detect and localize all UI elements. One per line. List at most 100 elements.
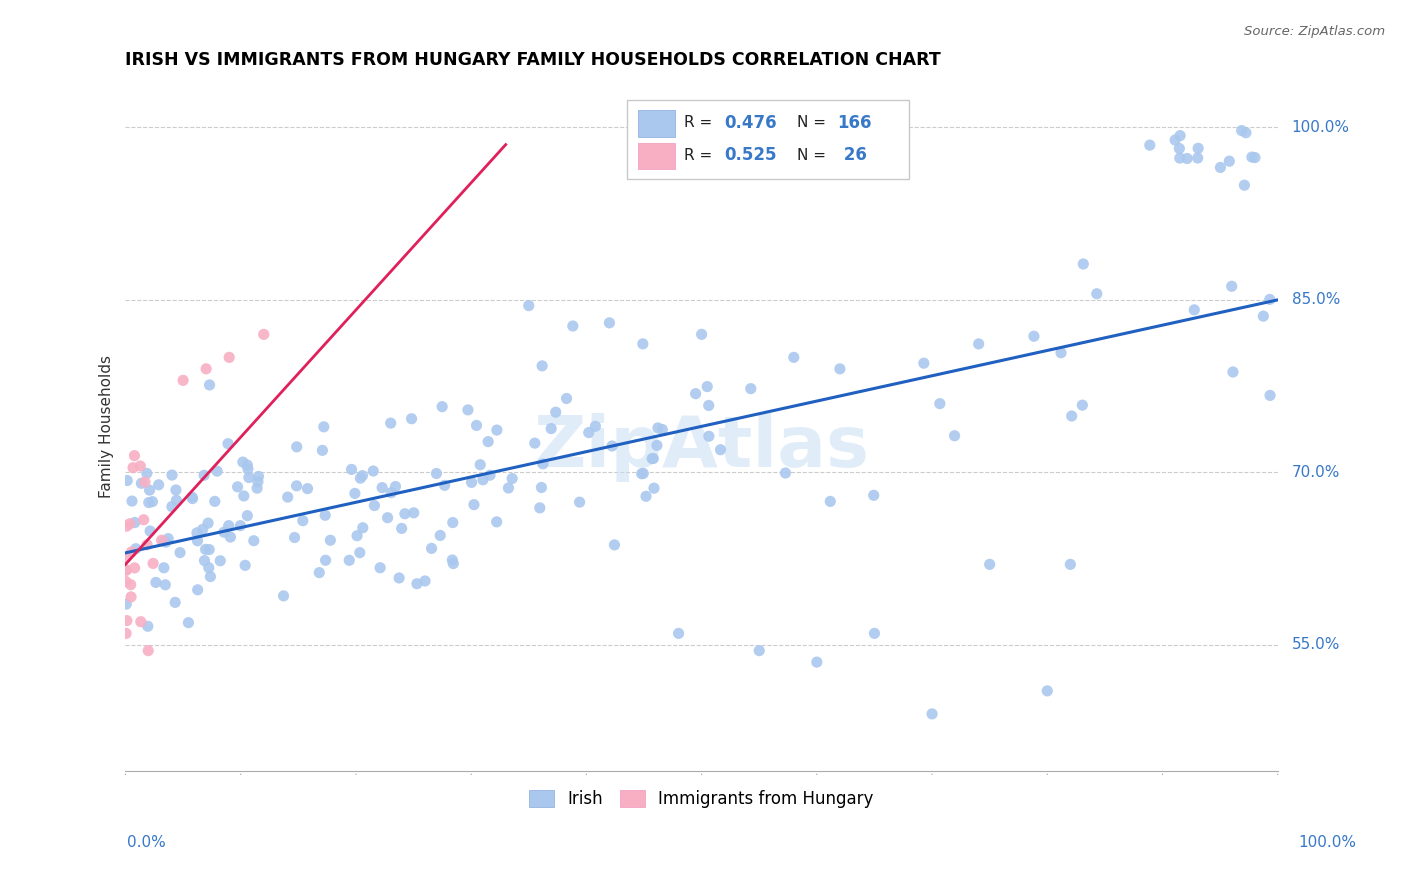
Point [150,533,173,548]
Point [337,553,360,567]
Point [152,534,174,549]
Point [311,443,333,458]
Point [425,467,447,481]
Point [740,382,762,396]
Point [1209,161,1232,175]
Point [181,490,204,504]
Point [603,538,626,552]
Point [115,626,138,640]
Point [561,318,583,333]
Point [1258,293,1281,307]
Point [420,541,443,556]
Point [634,489,657,503]
Point [912,356,935,370]
Point [232,489,254,503]
Point [204,494,226,508]
Point [1258,388,1281,402]
Point [1059,558,1081,572]
Point [193,554,215,568]
Point [200,569,222,583]
Point [124,516,146,530]
Point [129,458,152,473]
Point [153,561,176,575]
Point [219,530,242,544]
Point [136,643,159,657]
Point [165,595,187,609]
Point [600,439,623,453]
Point [142,557,165,571]
Point [125,541,148,556]
Point [471,473,494,487]
Point [191,522,214,536]
Point [352,468,374,483]
Point [463,498,485,512]
Point [1085,286,1108,301]
Point [114,574,136,589]
Point [1220,279,1243,293]
Point [775,466,797,480]
Point [668,626,690,640]
Point [1168,128,1191,143]
Point [540,421,562,435]
Point [186,525,208,540]
Point [1175,152,1198,166]
Point [1187,151,1209,165]
Text: 26: 26 [838,146,866,164]
FancyBboxPatch shape [627,100,910,179]
Point [198,542,221,557]
Point [212,525,235,540]
Point [371,481,394,495]
Point [218,351,240,365]
Point [155,578,177,592]
Point [124,561,146,575]
Point [1182,302,1205,317]
Point [291,514,314,528]
Point [160,500,183,514]
Point [285,479,308,493]
Point [141,494,163,508]
Point [247,469,270,483]
Point [236,508,259,523]
Point [198,378,221,392]
Point [205,464,228,478]
Point [308,566,330,580]
Point [160,468,183,483]
Point [121,494,143,508]
Point [568,495,591,509]
Point [388,571,411,585]
Point [165,483,187,497]
Point [233,558,256,573]
Point [138,483,160,497]
Point [530,480,553,494]
Point [129,615,152,629]
Point [479,468,502,483]
Point [630,467,652,481]
Point [197,560,219,574]
Point [238,470,260,484]
Text: 55.0%: 55.0% [1292,638,1340,652]
Point [531,359,554,373]
Point [394,507,416,521]
Point [242,533,264,548]
Point [118,516,141,531]
Text: ZipAtlas: ZipAtlas [534,413,869,482]
Point [583,419,606,434]
Point [277,490,299,504]
Point [218,518,240,533]
Point [641,451,664,466]
Point [193,468,215,483]
Text: 0.525: 0.525 [724,146,778,164]
Legend: Irish, Immigrants from Hungary: Irish, Immigrants from Hungary [523,783,880,814]
Point [319,533,342,548]
Point [863,626,886,640]
Point [246,475,269,489]
Point [531,457,554,471]
Point [340,462,363,476]
Point [122,460,145,475]
Point [1244,151,1267,165]
Point [1139,138,1161,153]
Point [430,400,453,414]
Point [194,542,217,557]
Point [157,532,180,546]
Text: R =: R = [685,115,717,130]
